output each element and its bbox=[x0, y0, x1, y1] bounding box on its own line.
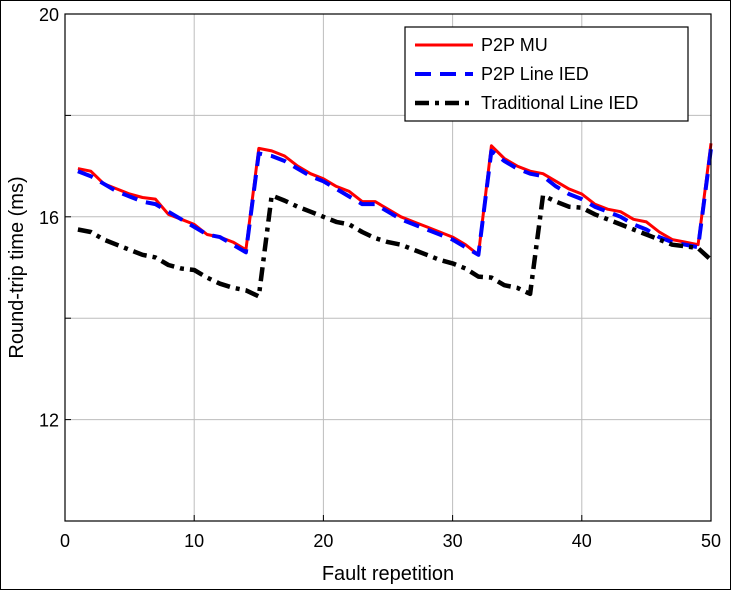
x-tick-label: 50 bbox=[701, 531, 721, 551]
legend-label-2: Traditional Line IED bbox=[481, 93, 638, 113]
y-tick-label: 16 bbox=[39, 208, 59, 228]
legend: P2P MU P2P Line IED Traditional Line IED bbox=[404, 26, 689, 122]
y-tick-label: 20 bbox=[39, 5, 59, 25]
tick-labels: 0 10 20 30 40 50 12 16 20 bbox=[39, 5, 721, 551]
x-tick-label: 10 bbox=[184, 531, 204, 551]
y-tick-label: 12 bbox=[39, 411, 59, 431]
legend-label-1: P2P Line IED bbox=[481, 64, 589, 84]
y-axis-label: Round-trip time (ms) bbox=[6, 176, 28, 358]
x-tick-label: 0 bbox=[60, 531, 70, 551]
plot-frame bbox=[64, 13, 712, 522]
series-line-1 bbox=[77, 148, 713, 257]
x-tick-label: 30 bbox=[443, 531, 463, 551]
series-line-2 bbox=[77, 193, 713, 299]
x-tick-label: 40 bbox=[572, 531, 592, 551]
x-tick-label: 20 bbox=[313, 531, 333, 551]
series-line-0 bbox=[77, 143, 713, 257]
x-axis-label: Fault repetition bbox=[322, 563, 454, 585]
series-layer bbox=[77, 143, 713, 299]
legend-label-0: P2P MU bbox=[481, 35, 548, 55]
